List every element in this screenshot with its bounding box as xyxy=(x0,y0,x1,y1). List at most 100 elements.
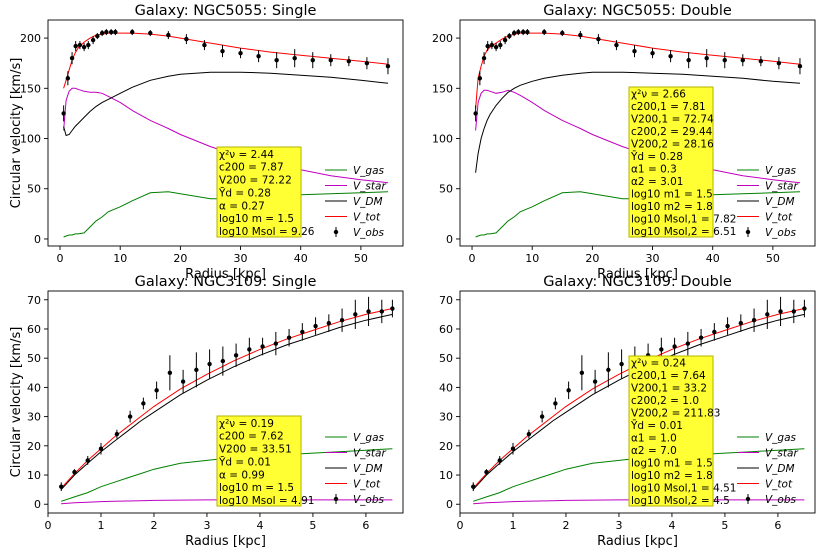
x-tick-label: 40 xyxy=(294,252,308,265)
series-line-v-gas xyxy=(61,448,393,502)
x-tick-label: 3 xyxy=(615,519,622,532)
series-line-v-tot xyxy=(472,308,805,489)
fit-param-text: χ²ν = 0.19 xyxy=(219,418,274,430)
obs-point xyxy=(489,42,495,48)
fit-param-text: χ²ν = 2.44 xyxy=(219,149,274,161)
x-tick-label: 20 xyxy=(173,252,187,265)
obs-point xyxy=(553,401,558,406)
plot-frame xyxy=(459,290,816,514)
x-tick-label: 1 xyxy=(509,519,516,532)
obs-point xyxy=(130,29,135,35)
y-tick-label: 0 xyxy=(34,233,41,246)
y-tick-label: 70 xyxy=(439,294,453,307)
obs-point xyxy=(502,37,508,43)
obs-point xyxy=(722,57,727,63)
obs-point xyxy=(81,44,87,50)
obs-point xyxy=(471,484,476,489)
obs-point xyxy=(104,29,109,35)
y-tick-label: 50 xyxy=(27,183,41,196)
y-tick-label: 200 xyxy=(20,32,41,45)
legend-label: V_obs xyxy=(353,494,385,506)
obs-point xyxy=(485,43,490,49)
fit-param-text: log10 Msol,2 = 6.51 xyxy=(631,226,736,238)
obs-point xyxy=(511,30,517,36)
fit-param-text: χ²ν = 2.66 xyxy=(631,89,686,101)
obs-point xyxy=(712,329,717,335)
obs-point xyxy=(95,33,100,39)
obs-point xyxy=(668,53,673,59)
legend-label: V_gas xyxy=(765,432,797,444)
obs-point xyxy=(579,370,585,375)
x-tick-label: 2 xyxy=(562,519,569,532)
obs-point xyxy=(326,320,332,326)
chart-title: Galaxy: NGC3109: Double xyxy=(543,274,732,290)
obs-point xyxy=(525,29,530,35)
fit-param-text: log10 Msol = 9.26 xyxy=(219,226,315,238)
fit-param-text: α1 = 0.3 xyxy=(631,164,677,176)
plot-frame xyxy=(47,19,404,247)
obs-point xyxy=(364,60,370,66)
obs-point xyxy=(233,353,239,358)
legend-label: V_star xyxy=(353,181,386,193)
legend-label: V_star xyxy=(765,181,798,193)
obs-point xyxy=(328,57,333,63)
y-tick-label: 60 xyxy=(439,323,453,336)
y-tick-label: 70 xyxy=(27,294,41,307)
fit-param-text: log10 Msol = 4.91 xyxy=(219,495,314,507)
obs-point xyxy=(510,446,516,451)
legend-label: V_DM xyxy=(765,196,795,208)
y-tick-label: 200 xyxy=(432,32,453,45)
obs-point xyxy=(220,358,226,364)
x-tick-label: 4 xyxy=(256,519,263,532)
obs-point xyxy=(698,335,704,340)
obs-point xyxy=(751,318,757,323)
obs-point xyxy=(791,309,797,314)
y-tick-label: 50 xyxy=(439,183,453,196)
fit-param-text: Ῡd = 0.28 xyxy=(218,186,271,199)
chart-title: Galaxy: NGC3109: Single xyxy=(135,274,317,290)
plot-frame xyxy=(459,19,816,247)
obs-point xyxy=(802,306,807,311)
fit-param-text: V200 = 72.22 xyxy=(219,175,292,187)
x-tick-label: 10 xyxy=(525,252,539,265)
obs-point xyxy=(619,361,624,367)
y-tick-label: 60 xyxy=(27,323,41,336)
obs-point xyxy=(61,111,66,116)
obs-point xyxy=(247,347,252,352)
y-axis-label: Circular velocity [km/s] xyxy=(9,327,24,478)
obs-point xyxy=(516,29,521,35)
fit-param-text: log10 m = 1.5 xyxy=(219,213,294,225)
fit-param-text: Ῡd = 0.01 xyxy=(630,419,683,432)
x-tick-label: 0 xyxy=(45,519,52,532)
series-line-v-tot xyxy=(60,308,393,489)
y-tick-label: 0 xyxy=(34,498,41,511)
legend-label: V_DM xyxy=(765,463,795,475)
obs-point xyxy=(778,309,783,314)
obs-point xyxy=(166,32,171,38)
obs-point xyxy=(300,329,305,335)
y-tick-label: 150 xyxy=(432,82,453,95)
fit-param-text: c200,2 = 29.44 xyxy=(631,126,713,138)
obs-point xyxy=(366,309,371,314)
y-tick-label: 30 xyxy=(27,411,41,424)
fit-param-text: V200,2 = 211.83 xyxy=(631,408,720,420)
fit-param-text: χ²ν = 0.24 xyxy=(631,358,686,370)
y-tick-label: 100 xyxy=(20,133,41,146)
obs-point xyxy=(108,29,114,35)
series-line-v-dm xyxy=(63,71,389,137)
obs-point xyxy=(274,57,279,63)
legend-label: V_obs xyxy=(765,227,797,239)
y-tick-label: 50 xyxy=(27,352,41,365)
obs-point xyxy=(353,312,358,317)
fit-param-text: c200 = 7.62 xyxy=(219,431,284,443)
obs-point xyxy=(685,341,691,346)
y-axis-label: Circular velocity [km/s] xyxy=(9,58,24,209)
chart-title: Galaxy: NGC5055: Double xyxy=(543,3,732,19)
obs-point xyxy=(99,30,105,36)
obs-point xyxy=(560,30,565,36)
fit-param-text: α2 = 7.0 xyxy=(631,445,677,457)
fit-param-text: V200 = 33.51 xyxy=(219,444,292,456)
legend-label: V_gas xyxy=(353,432,385,444)
fit-param-text: log10 m2 = 1.8 xyxy=(631,470,713,482)
obs-point xyxy=(141,401,146,406)
